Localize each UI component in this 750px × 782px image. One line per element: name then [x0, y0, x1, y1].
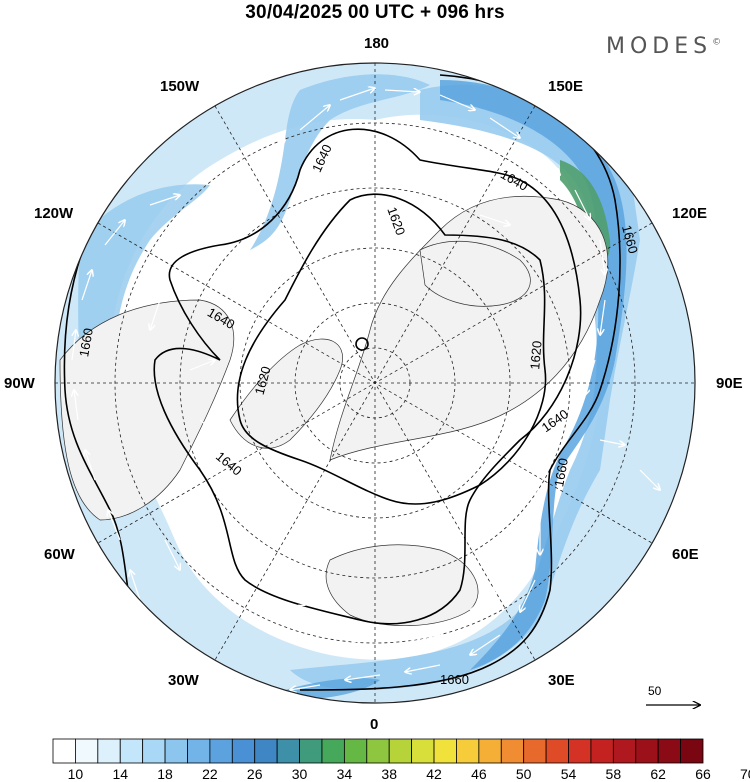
colorbar-swatch	[500, 738, 525, 764]
contour-low-center	[355, 337, 369, 351]
colorbar-swatch	[299, 738, 323, 764]
lon-label-60w: 60W	[44, 546, 75, 563]
colorbar-tick-label: 62	[650, 766, 666, 782]
lon-label-150w: 150W	[160, 78, 200, 95]
lon-label-30w: 30W	[168, 672, 199, 689]
contour-label: 1660	[551, 457, 571, 488]
colorbar-tick-label: 34	[336, 766, 353, 782]
colorbar-swatch	[478, 738, 502, 764]
colorbar-tick-label: 18	[157, 766, 173, 782]
lon-label-150e: 150E	[548, 78, 584, 95]
colorbar-tick-label: 14	[112, 766, 129, 782]
contour-label: 1620	[252, 365, 274, 397]
contour-label: 1660	[76, 327, 96, 358]
wind-vectors	[72, 88, 660, 690]
jet-band-pacific	[250, 74, 430, 251]
lon-label-90w: 90W	[4, 375, 35, 392]
europe	[325, 544, 479, 626]
eurasia	[329, 195, 609, 461]
colorbar-swatch	[388, 738, 413, 764]
colorbar-tick-label: 26	[246, 766, 263, 782]
graticule	[55, 63, 695, 703]
colorbar-tick-label: 10	[67, 766, 84, 782]
map-disk: 1640 1640 1620 1660 1640 1620 1640 1620 …	[55, 63, 695, 703]
colorbar-tick-label: 54	[560, 766, 577, 782]
colorbar-swatch	[657, 738, 681, 764]
colorbar-swatch	[164, 738, 188, 764]
brand-logo: MODES©	[606, 34, 721, 59]
map-border	[54, 62, 696, 704]
colorbar-swatch	[231, 738, 256, 764]
colorbar-swatch	[590, 738, 614, 764]
colorbar-tick-label: 30	[291, 766, 308, 782]
colorbar-swatch	[635, 738, 659, 764]
lon-label-90e: 90E	[716, 375, 743, 392]
colorbar-tick-label: 70	[740, 766, 750, 782]
colorbar-swatch	[209, 738, 233, 764]
colorbar-swatch	[75, 738, 99, 764]
colorbar-swatch	[254, 738, 278, 764]
brand-mark: ©	[712, 37, 722, 48]
colorbar-swatch	[97, 738, 121, 764]
lon-label-120e: 120E	[672, 205, 708, 222]
colorbar-tick-label: 42	[426, 766, 442, 782]
colorbar-swatch	[343, 738, 368, 764]
colorbar	[52, 738, 704, 764]
colorbar-swatch	[142, 738, 166, 764]
map-title: 30/04/2025 00 UTC + 096 hrs	[245, 2, 505, 23]
colorbar-swatch	[680, 738, 704, 764]
brand-text: MODES	[606, 34, 713, 59]
colorbar-swatch	[366, 738, 390, 764]
colorbar-tick-label: 46	[471, 766, 487, 782]
contour-label: 1620	[527, 340, 544, 370]
contour-1640	[153, 128, 582, 625]
lon-label-60e: 60E	[672, 546, 699, 563]
contour-1660-east	[299, 74, 621, 691]
colorbar-swatch	[411, 738, 435, 764]
contour-1620	[236, 193, 547, 505]
colorbar-swatch	[523, 738, 547, 764]
lon-label-120w: 120W	[34, 205, 74, 222]
jet-band-westpac	[78, 184, 210, 440]
contour-label: 1660	[440, 672, 469, 687]
colorbar-tick-label: 50	[515, 766, 532, 782]
height-contours	[63, 74, 621, 691]
reference-vector-label: 50	[648, 684, 662, 698]
north-america	[59, 299, 234, 521]
colorbar-tick-label: 66	[695, 766, 711, 782]
greenland-canada	[229, 338, 343, 449]
lon-label-0: 0	[370, 716, 379, 733]
colorbar-swatch	[119, 738, 144, 764]
colorbar-tick-label: 38	[381, 766, 397, 782]
colorbar-swatch	[187, 738, 211, 764]
polar-map: 1640 1640 1620 1660 1640 1620 1640 1620 …	[54, 62, 750, 735]
colorbar-swatch	[276, 738, 300, 764]
colorbar-swatch	[456, 738, 480, 764]
contour-label: 1660	[619, 223, 641, 255]
colorbar-swatch	[612, 738, 637, 764]
colorbar-swatch	[433, 738, 457, 764]
colorbar-tick-label: 22	[202, 766, 218, 782]
colorbar-swatch	[321, 738, 345, 764]
colorbar-swatch	[568, 738, 592, 764]
jet-band-mid	[290, 84, 640, 690]
lon-label-180: 180	[364, 35, 390, 52]
lon-label-30e: 30E	[548, 672, 575, 689]
colorbar-swatch	[545, 738, 569, 764]
colorbar-tick-label: 58	[605, 766, 622, 782]
landmasses	[59, 195, 609, 626]
contour-1660-west	[63, 229, 131, 601]
colorbar-swatch	[52, 738, 76, 764]
